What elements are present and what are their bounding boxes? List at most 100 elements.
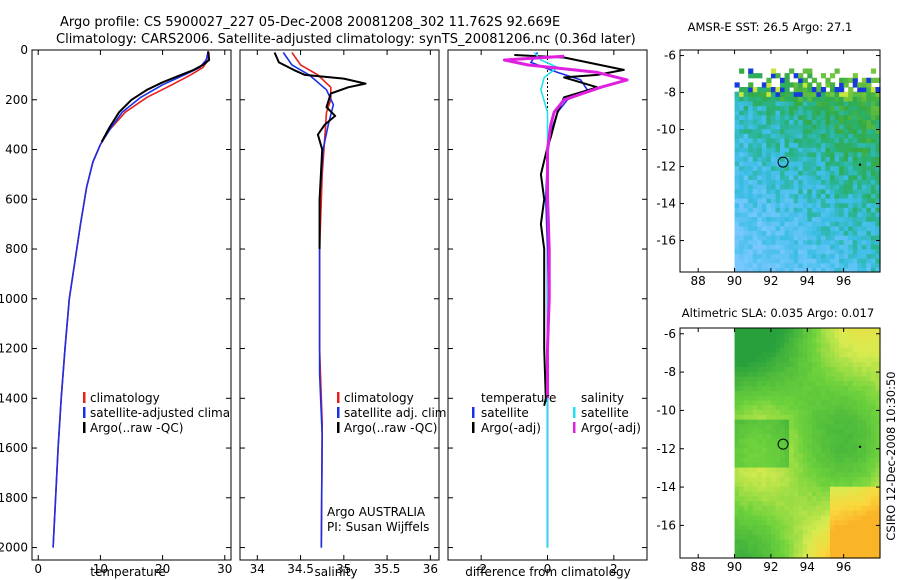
- heatmap-cell: [789, 211, 795, 218]
- heatmap-cell: [830, 110, 836, 116]
- heatmap-cell: [857, 380, 863, 387]
- heatmap-cell: [852, 193, 858, 199]
- heatmap-cell: [798, 375, 804, 382]
- heatmap-cell: [798, 342, 804, 348]
- heatmap-cell: [739, 414, 745, 420]
- heatmap-cell: [780, 207, 786, 213]
- heatmap-cell: [802, 390, 808, 396]
- x-tick-label: 35.5: [374, 562, 401, 576]
- heatmap-cell: [802, 433, 808, 439]
- heatmap-cell: [748, 457, 754, 463]
- heatmap-cell: [734, 235, 740, 241]
- heatmap-cell: [807, 342, 813, 348]
- figure-title-line2: Climatology: CARS2006. Satellite-adjuste…: [56, 32, 636, 47]
- heatmap-cell: [766, 361, 772, 367]
- heatmap-cell: [757, 202, 763, 208]
- heatmap-cell: [761, 414, 767, 420]
- heatmap-cell: [798, 548, 804, 554]
- heatmap-cell: [848, 179, 854, 185]
- heatmap-cell: [766, 414, 772, 420]
- heatmap-cell: [752, 548, 758, 554]
- heatmap-cell: [734, 505, 740, 511]
- heatmap-cell: [861, 423, 867, 430]
- heatmap-cell: [834, 328, 840, 334]
- heatmap-cell: [743, 225, 749, 231]
- heatmap-cell: [816, 514, 822, 521]
- heatmap-cell: [875, 137, 881, 144]
- map-lat-label: -10: [656, 123, 676, 137]
- heatmap-cell: [770, 105, 777, 111]
- heatmap-cell: [793, 366, 799, 372]
- heatmap-cell: [857, 216, 863, 222]
- heatmap-cell: [861, 124, 867, 130]
- heatmap-cell: [816, 174, 822, 181]
- heatmap-cell: [861, 380, 867, 387]
- heatmap-cell: [857, 500, 863, 506]
- heatmap-cell: [775, 495, 781, 502]
- heatmap-cell: [839, 133, 845, 139]
- heatmap-cell: [820, 438, 827, 444]
- heatmap-cell: [793, 524, 799, 530]
- heatmap-cell: [811, 428, 817, 435]
- heatmap-cell: [870, 342, 877, 348]
- heatmap-cell: [802, 466, 808, 473]
- heatmap-cell: [816, 447, 822, 454]
- heatmap-cell: [789, 165, 795, 171]
- heatmap-cell: [775, 438, 781, 444]
- heatmap-cell: [761, 170, 767, 176]
- sla-map-frame: [679, 327, 881, 559]
- heatmap-cell: [852, 423, 858, 430]
- heatmap-cell: [834, 137, 840, 144]
- heatmap-cell: [816, 342, 822, 348]
- heatmap-cell: [761, 481, 767, 487]
- heatmap-cell: [757, 147, 763, 153]
- heatmap-cell: [811, 216, 817, 222]
- heatmap-cell: [743, 342, 749, 348]
- heatmap-cell: [820, 419, 827, 425]
- legend-swatch-temperature-satellite: [472, 407, 475, 418]
- heatmap-cell: [798, 534, 804, 540]
- heatmap-cell: [852, 73, 858, 79]
- heatmap-cell: [761, 179, 767, 185]
- heatmap-cell: [807, 457, 813, 463]
- heatmap-cell: [743, 457, 749, 463]
- heatmap-cell: [748, 156, 754, 162]
- heatmap-cell: [775, 184, 781, 190]
- heatmap-cell: [752, 244, 758, 250]
- heatmap-cell: [757, 500, 763, 506]
- heatmap-cell: [734, 419, 740, 425]
- heatmap-cell: [789, 419, 795, 425]
- temperature-xlabel: temperature: [90, 565, 165, 579]
- heatmap-cell: [834, 239, 840, 245]
- heatmap-cell: [775, 142, 781, 148]
- heatmap-cell: [857, 179, 863, 185]
- heatmap-cell: [861, 328, 867, 334]
- heatmap-cell: [775, 174, 781, 181]
- heatmap-cell: [757, 114, 763, 120]
- heatmap-cell: [748, 366, 754, 372]
- heatmap-cell: [834, 188, 840, 194]
- heatmap-cell: [743, 230, 749, 236]
- heatmap-cell: [775, 409, 781, 415]
- heatmap-cell: [739, 534, 745, 540]
- heatmap-cell: [757, 170, 763, 176]
- heatmap-cell: [852, 538, 858, 545]
- heatmap-cell: [757, 476, 763, 482]
- heatmap-cell: [870, 221, 877, 227]
- heatmap-cell: [834, 351, 840, 358]
- heatmap-cell: [861, 207, 867, 213]
- x-tick-label: 36: [423, 562, 438, 576]
- heatmap-cell: [748, 267, 754, 273]
- heatmap-cell: [739, 244, 745, 250]
- heatmap-cell: [766, 235, 772, 241]
- heatmap-cell: [861, 438, 867, 444]
- heatmap-cell: [743, 481, 749, 487]
- heatmap-cell: [748, 184, 754, 190]
- heatmap-cell: [807, 128, 813, 134]
- salinity-axes-frame: [239, 49, 440, 561]
- heatmap-cell: [780, 471, 786, 478]
- heatmap-cell: [743, 490, 749, 497]
- heatmap-cell: [830, 328, 836, 334]
- heatmap-cell: [807, 82, 813, 88]
- heatmap-cell: [761, 262, 767, 268]
